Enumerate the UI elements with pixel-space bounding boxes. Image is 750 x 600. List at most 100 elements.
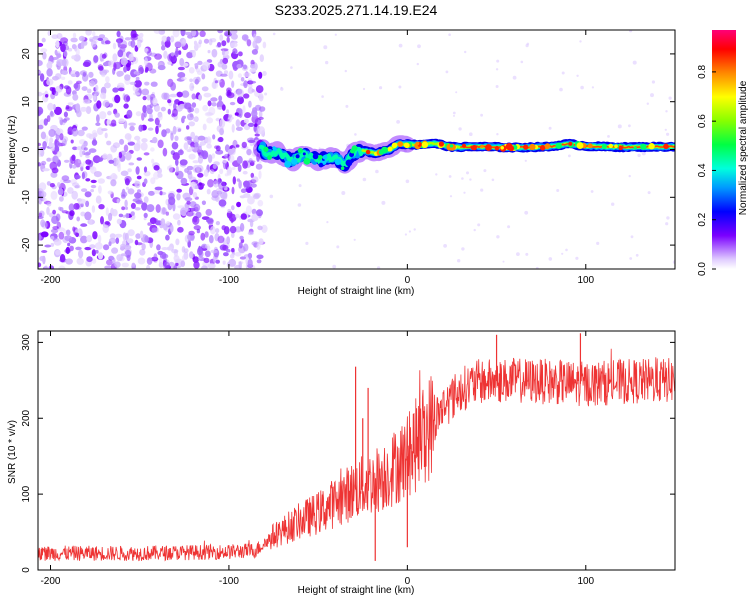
signal-blob (618, 145, 623, 151)
noise-blob (211, 48, 218, 58)
noise-blob (215, 145, 221, 152)
noise-blob (149, 217, 157, 225)
noise-blob (46, 115, 51, 123)
noise-blob (226, 109, 230, 114)
noise-blob (150, 147, 155, 152)
noise-blob (157, 113, 163, 121)
noise-blob (101, 128, 108, 132)
noise-speck (507, 225, 511, 229)
noise-blob (102, 224, 109, 233)
noise-blob (189, 251, 194, 259)
noise-blob (219, 118, 226, 128)
noise-blob (160, 207, 168, 215)
noise-blob (107, 190, 114, 195)
noise-blob (230, 33, 238, 40)
signal-blob (633, 146, 637, 150)
noise-blob (96, 100, 102, 109)
noise-blob (177, 66, 185, 71)
noise-blob (146, 107, 153, 115)
noise-blob (243, 72, 251, 78)
noise-blob (139, 230, 144, 239)
noise-blob (88, 148, 97, 153)
noise-blob (193, 40, 198, 46)
noise-blob (71, 127, 79, 137)
noise-blob (216, 106, 223, 110)
noise-blob (134, 79, 142, 88)
noise-blob (123, 120, 128, 129)
noise-blob (104, 82, 111, 89)
noise-blob (223, 30, 232, 37)
noise-blob (181, 246, 186, 253)
noise-speck (496, 235, 500, 239)
noise-blob (38, 142, 42, 147)
noise-speck (416, 62, 419, 66)
noise-blob (211, 102, 217, 107)
noise-blob (134, 192, 142, 199)
noise-blob (138, 124, 144, 132)
noise-blob (112, 87, 119, 93)
noise-speck (496, 133, 499, 136)
noise-blob (197, 178, 202, 184)
noise-blob (231, 232, 235, 238)
noise-blob (84, 191, 92, 198)
noise-blob (139, 32, 144, 38)
noise-blob (135, 200, 144, 205)
noise-blob (125, 206, 128, 210)
noise-blob (203, 38, 210, 44)
noise-blob (248, 160, 256, 164)
signal-blob (387, 146, 393, 152)
noise-blob (124, 175, 132, 183)
noise-blob (202, 61, 211, 70)
noise-blob (82, 61, 91, 67)
noise-blob (85, 165, 91, 170)
noise-speck (318, 147, 321, 150)
noise-blob (91, 205, 96, 213)
noise-blob (235, 144, 240, 148)
noise-blob (102, 153, 108, 159)
noise-blob (120, 243, 127, 249)
colorbar-tick-label: 0.6 (697, 114, 708, 128)
noise-blob (219, 34, 224, 41)
noise-blob (256, 153, 260, 162)
noise-blob (105, 207, 109, 217)
noise-blob (46, 181, 51, 186)
noise-blob (143, 152, 150, 156)
noise-blob (126, 186, 129, 190)
noise-blob (227, 148, 234, 155)
noise-blob (175, 238, 180, 246)
noise-blob (247, 87, 254, 94)
noise-blob (133, 92, 141, 96)
noise-blob (165, 128, 171, 134)
noise-blob (230, 30, 238, 35)
noise-blob (226, 236, 231, 245)
noise-blob (61, 175, 70, 181)
noise-blob (147, 222, 152, 226)
noise-blob (163, 223, 168, 231)
noise-blob (97, 37, 104, 42)
noise-blob (248, 83, 253, 89)
noise-blob (253, 33, 257, 42)
noise-speck (535, 266, 539, 269)
noise-blob (173, 265, 178, 269)
signal-blob (302, 152, 306, 156)
noise-blob (136, 242, 143, 246)
noise-blob (109, 233, 116, 240)
noise-speck (464, 50, 467, 54)
noise-blob (174, 40, 183, 48)
noise-blob (238, 51, 243, 57)
noise-speck (666, 216, 670, 220)
noise-blob (258, 93, 264, 102)
noise-speck (637, 153, 641, 158)
noise-speck (520, 60, 524, 64)
noise-blob (155, 125, 159, 135)
noise-blob (38, 91, 43, 97)
noise-blob (101, 40, 105, 45)
noise-blob (73, 203, 80, 210)
noise-blob (121, 262, 129, 268)
noise-blob (86, 88, 92, 94)
noise-speck (473, 228, 476, 232)
noise-blob (222, 260, 226, 265)
noise-blob (160, 106, 166, 112)
noise-speck (491, 178, 495, 182)
noise-blob (86, 256, 93, 263)
